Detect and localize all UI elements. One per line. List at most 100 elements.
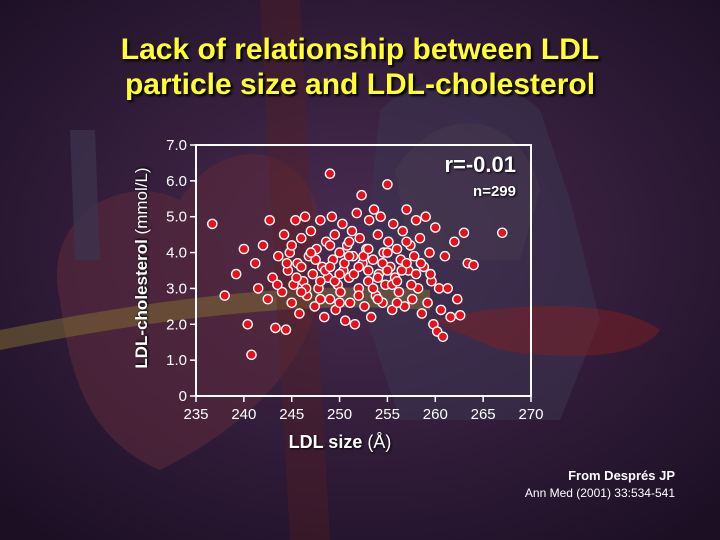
scatter-point: [295, 261, 307, 273]
x-tick-label: 265: [471, 406, 496, 423]
scatter-point: [420, 211, 432, 222]
scatter-point: [375, 211, 387, 222]
x-tick-label: 260: [423, 406, 448, 423]
scatter-point: [372, 293, 384, 305]
x-tick-label: 240: [231, 406, 256, 423]
scatter-point: [372, 229, 384, 240]
scatter-point: [337, 218, 348, 230]
scatter-point: [270, 322, 281, 334]
y-tick-label: 4.0: [166, 245, 187, 262]
scatter-point: [299, 211, 311, 222]
scatter-point: [372, 272, 384, 284]
scatter-point: [414, 232, 426, 244]
scatter-point: [329, 229, 341, 240]
y-axis-label: LDL-cholesterol (mmol/L): [132, 138, 156, 398]
correlation-annotation: r=-0.01: [444, 152, 516, 177]
y-tick-label: 2.0: [166, 316, 187, 333]
y-tick-label: 3.0: [166, 280, 187, 297]
scatter-point: [408, 250, 420, 262]
scatter-point: [382, 247, 393, 258]
scatter-point: [334, 268, 345, 280]
scatter-point: [335, 286, 346, 298]
scatter-point: [339, 257, 350, 269]
scatter-points: [206, 168, 508, 361]
scatter-point: [393, 286, 405, 298]
scatter-point: [295, 232, 307, 244]
scatter-point: [410, 268, 422, 280]
x-axis-label-text: LDL size: [288, 432, 363, 452]
y-tick-label: 1.0: [166, 352, 187, 369]
scatter-point: [358, 250, 369, 262]
scatter-point: [362, 243, 374, 255]
scatter-point: [281, 257, 293, 269]
scatter-point: [451, 293, 463, 305]
x-tick-label: 245: [279, 406, 304, 423]
scatter-point: [206, 218, 218, 230]
scatter-point: [315, 275, 326, 287]
source-citation-author: From Després JP: [568, 468, 675, 483]
scatter-point: [294, 308, 305, 319]
y-axis-label-unit: (mmol/L): [132, 167, 151, 235]
scatter-point: [433, 283, 445, 294]
scatter-point: [315, 214, 326, 226]
scatter-point: [286, 240, 298, 251]
scatter-point: [468, 259, 479, 271]
scatter-point: [262, 293, 274, 305]
scatter-point: [386, 304, 398, 316]
scatter-point: [246, 349, 257, 361]
scatter-point: [396, 265, 408, 276]
scatter-point: [365, 311, 377, 323]
scatter-point: [383, 236, 394, 248]
scatter-point: [425, 268, 436, 280]
y-tick-label: 6.0: [166, 173, 187, 190]
scatter-point: [286, 297, 298, 309]
scatter-point: [318, 311, 330, 323]
scatter-point: [276, 286, 288, 298]
scatter-point: [305, 225, 317, 237]
scatter-point: [310, 254, 321, 266]
scatter-point: [382, 179, 393, 190]
scatter-point: [377, 257, 388, 269]
scatter-point: [401, 236, 412, 248]
scatter-point: [264, 214, 276, 226]
scatter-point: [391, 297, 403, 309]
scatter-point: [257, 240, 269, 251]
scatter-point: [324, 261, 336, 273]
scatter-point: [315, 293, 326, 305]
plot-area-frame: [195, 144, 532, 397]
scatter-point: [406, 279, 417, 291]
scatter-point: [406, 293, 418, 305]
scatter-point: [267, 272, 278, 284]
x-axis-ticks: 235 240 245 250 255 260 265 270: [183, 396, 544, 423]
scatter-point: [339, 315, 351, 327]
scatter-point: [346, 225, 358, 237]
y-tick-label: 0: [179, 388, 187, 405]
x-tick-label: 255: [375, 406, 400, 423]
scatter-point: [326, 211, 338, 222]
scatter-point: [307, 268, 319, 280]
scatter-point: [429, 222, 441, 233]
scatter-point: [349, 318, 361, 330]
x-axis-label: LDL size (Å): [250, 432, 430, 453]
scatter-point: [401, 204, 412, 215]
scatter-point: [344, 297, 356, 309]
scatter-point: [496, 227, 508, 239]
scatter-point: [280, 324, 292, 336]
scatter-point: [334, 297, 345, 309]
scatter-point: [305, 247, 317, 258]
scatter-point: [353, 261, 365, 273]
title-line-1: Lack of relationship between LDL: [120, 33, 600, 66]
scatter-point: [324, 293, 336, 305]
scatter-point: [362, 275, 374, 287]
x-tick-label: 250: [327, 406, 352, 423]
scatter-point: [354, 232, 366, 244]
scatter-point: [309, 301, 321, 312]
scatter-point: [437, 331, 449, 343]
scatter-point: [238, 243, 250, 255]
scatter-point: [252, 283, 264, 294]
scatter-point: [415, 257, 427, 269]
scatter-point: [272, 250, 284, 262]
scatter-point: [458, 227, 470, 239]
